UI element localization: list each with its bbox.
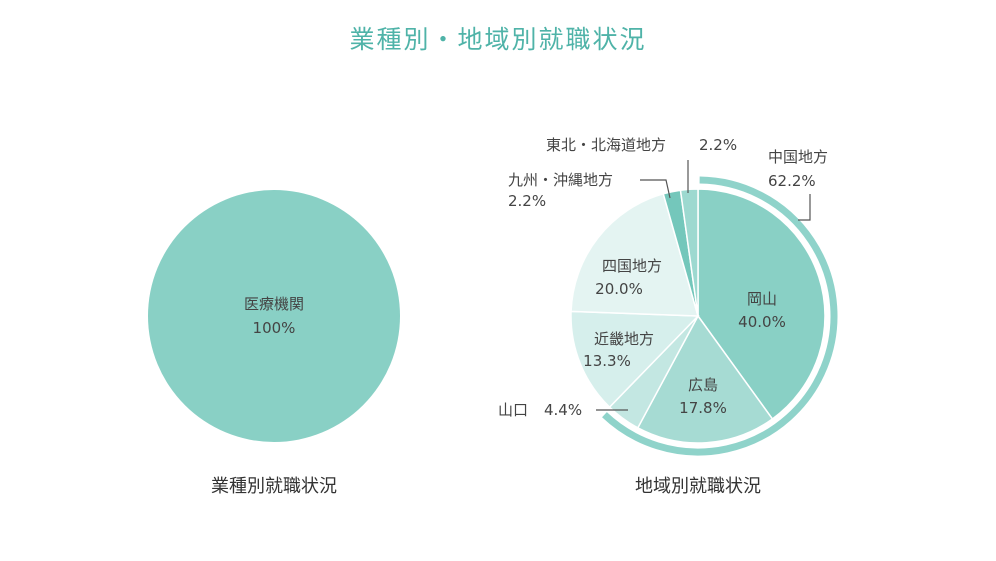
group-label-chugoku: 中国地方 xyxy=(768,148,828,166)
leader-chugoku xyxy=(798,194,811,221)
slice-label-hiroshima: 広島 xyxy=(688,376,718,394)
slice-value-okayama: 40.0% xyxy=(738,313,786,331)
slice-value-hiroshima: 17.8% xyxy=(679,399,727,417)
pie-slice-tohoku xyxy=(679,188,699,317)
pie-slice-kinki xyxy=(570,310,700,409)
slice-label-shikoku: 四国地方 xyxy=(602,257,662,275)
slice-value-kinki: 13.3% xyxy=(583,352,631,370)
pie-slice-okayama xyxy=(697,188,826,420)
pie-slice-shikoku xyxy=(570,192,700,317)
slice-label-medical: 医療機関 xyxy=(244,295,304,313)
pie-slice-medical xyxy=(148,190,400,442)
slice-value-shikoku: 20.0% xyxy=(595,280,643,298)
chugoku-group-ring xyxy=(602,176,838,456)
page-title: 業種別・地域別就職状況 xyxy=(349,25,647,54)
region-pie-caption: 地域別就職状況 xyxy=(635,476,761,497)
region-pie-chart: 岡山 40.0% 広島 17.8% 近畿地方 13.3% 四国地方 20.0% … xyxy=(498,136,838,497)
slice-label-tohoku: 東北・北海道地方 xyxy=(546,136,666,154)
pie-slice-hiroshima xyxy=(636,314,774,444)
slice-label-kyushu: 九州・沖縄地方 xyxy=(508,171,613,189)
slice-value-medical: 100% xyxy=(253,319,296,337)
slice-value-kyushu: 2.2% xyxy=(508,192,546,210)
slice-label-yamaguchi: 山口 xyxy=(498,401,528,419)
industry-pie-chart: 医療機関 100% 業種別就職状況 xyxy=(148,190,400,497)
slice-value-tohoku: 2.2% xyxy=(699,136,737,154)
slice-label-kinki: 近畿地方 xyxy=(594,330,654,348)
slice-value-yamaguchi: 4.4% xyxy=(544,401,582,419)
group-value-chugoku: 62.2% xyxy=(768,172,816,190)
leader-kyushu xyxy=(640,179,671,199)
slice-label-okayama: 岡山 xyxy=(747,290,777,308)
region-pie-slices xyxy=(570,188,826,444)
industry-pie-caption: 業種別就職状況 xyxy=(211,476,337,497)
